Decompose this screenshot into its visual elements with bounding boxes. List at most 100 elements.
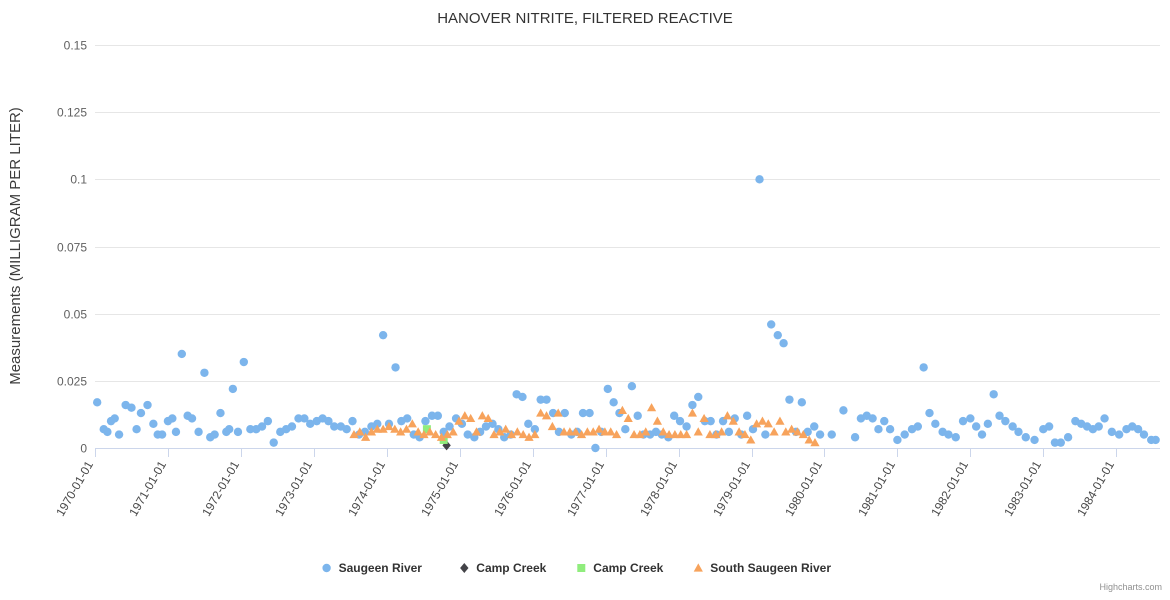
data-point[interactable]	[542, 395, 551, 404]
data-point[interactable]	[699, 413, 709, 423]
data-point[interactable]	[675, 416, 685, 426]
data-point[interactable]	[372, 424, 382, 433]
data-point[interactable]	[200, 368, 209, 377]
data-point[interactable]	[194, 427, 203, 437]
data-point[interactable]	[594, 424, 604, 433]
data-point[interactable]	[925, 408, 934, 418]
data-point[interactable]	[711, 429, 721, 439]
data-point[interactable]	[378, 424, 388, 433]
data-point[interactable]	[324, 416, 333, 426]
data-point[interactable]	[781, 427, 791, 436]
data-point[interactable]	[483, 413, 493, 423]
data-point[interactable]	[524, 419, 533, 429]
data-point[interactable]	[454, 416, 464, 425]
data-point[interactable]	[460, 411, 470, 420]
data-point[interactable]	[919, 363, 928, 372]
data-point[interactable]	[355, 427, 365, 436]
data-point[interactable]	[785, 395, 794, 404]
data-point[interactable]	[576, 429, 587, 439]
data-point[interactable]	[187, 414, 197, 423]
data-point[interactable]	[419, 429, 429, 439]
data-point[interactable]	[874, 424, 883, 434]
data-point[interactable]	[463, 430, 472, 439]
data-point[interactable]	[378, 330, 388, 340]
data-point[interactable]	[716, 427, 727, 436]
legend-item-1[interactable]: Camp Creek	[460, 561, 547, 575]
data-point[interactable]	[401, 424, 412, 433]
data-point[interactable]	[1030, 435, 1039, 445]
data-point[interactable]	[421, 416, 430, 426]
data-point[interactable]	[477, 411, 487, 420]
data-point[interactable]	[769, 427, 779, 436]
data-point[interactable]	[132, 424, 141, 434]
data-point[interactable]	[773, 330, 782, 340]
data-point[interactable]	[669, 411, 679, 420]
data-point[interactable]	[827, 430, 836, 439]
highcharts-credit[interactable]: Highcharts.com	[1099, 582, 1162, 592]
data-point[interactable]	[810, 422, 819, 431]
data-point[interactable]	[1050, 438, 1060, 447]
data-point[interactable]	[114, 430, 124, 439]
data-point[interactable]	[633, 411, 642, 420]
data-point[interactable]	[627, 382, 637, 391]
data-point[interactable]	[110, 414, 119, 423]
data-point[interactable]	[944, 430, 953, 439]
data-point[interactable]	[330, 422, 339, 431]
data-point[interactable]	[646, 403, 657, 412]
data-point[interactable]	[868, 414, 877, 423]
data-point[interactable]	[530, 424, 540, 434]
data-point[interactable]	[606, 427, 616, 436]
data-point[interactable]	[471, 427, 482, 436]
data-point[interactable]	[742, 411, 752, 420]
data-point[interactable]	[349, 429, 359, 439]
data-point[interactable]	[466, 413, 476, 423]
data-point[interactable]	[1100, 414, 1109, 423]
data-point[interactable]	[779, 339, 788, 348]
data-point[interactable]	[1107, 427, 1117, 437]
data-point[interactable]	[445, 422, 454, 431]
data-point[interactable]	[983, 419, 993, 429]
data-point[interactable]	[127, 403, 136, 412]
data-point[interactable]	[623, 413, 633, 423]
data-point[interactable]	[1056, 438, 1065, 447]
data-point[interactable]	[216, 408, 225, 418]
data-point[interactable]	[752, 419, 762, 428]
data-point[interactable]	[803, 427, 812, 437]
data-point[interactable]	[664, 429, 674, 439]
data-point[interactable]	[681, 429, 692, 439]
data-point[interactable]	[582, 427, 592, 436]
data-point[interactable]	[641, 427, 651, 436]
data-point[interactable]	[565, 427, 575, 436]
data-point[interactable]	[348, 416, 357, 426]
data-point[interactable]	[880, 416, 889, 426]
data-point[interactable]	[687, 408, 698, 417]
data-point[interactable]	[797, 398, 807, 407]
data-point[interactable]	[767, 320, 776, 329]
data-point[interactable]	[839, 406, 848, 415]
data-point[interactable]	[391, 363, 400, 372]
legend-marker-diamond[interactable]	[460, 563, 469, 573]
data-point[interactable]	[571, 427, 581, 436]
data-point[interactable]	[489, 429, 499, 439]
data-point[interactable]	[931, 419, 940, 429]
data-point[interactable]	[366, 427, 377, 436]
data-point[interactable]	[427, 411, 437, 420]
data-point[interactable]	[913, 422, 923, 431]
data-point[interactable]	[433, 411, 443, 420]
data-point[interactable]	[966, 414, 975, 423]
data-point[interactable]	[157, 430, 167, 439]
data-point[interactable]	[530, 429, 540, 439]
data-point[interactable]	[603, 384, 613, 394]
data-point[interactable]	[506, 429, 517, 439]
data-point[interactable]	[171, 427, 181, 437]
data-point[interactable]	[536, 408, 546, 417]
data-point[interactable]	[989, 390, 998, 399]
data-point[interactable]	[1001, 416, 1010, 426]
data-point[interactable]	[787, 424, 797, 433]
data-point[interactable]	[728, 416, 738, 425]
data-point[interactable]	[1044, 422, 1054, 431]
data-point[interactable]	[658, 427, 668, 436]
data-point[interactable]	[257, 422, 267, 431]
data-point[interactable]	[524, 432, 534, 441]
data-point[interactable]	[635, 429, 645, 439]
